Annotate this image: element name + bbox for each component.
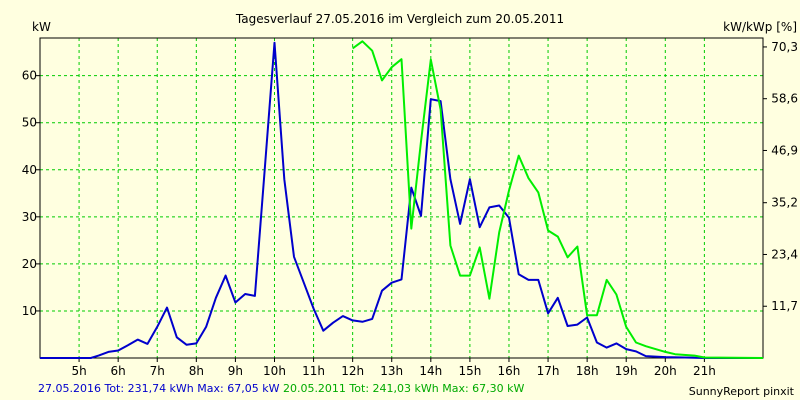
- x-tick-label: 18h: [576, 364, 599, 378]
- series-line-27.05.2016: [40, 41, 763, 359]
- x-tick-label: 11h: [302, 364, 325, 378]
- x-tick-label: 12h: [341, 364, 364, 378]
- left-tick-label: 20: [22, 257, 37, 271]
- x-tick-label: 17h: [537, 364, 560, 378]
- x-tick-label: 20h: [654, 364, 677, 378]
- right-axis-label: kW/kWp [%]: [723, 20, 797, 34]
- x-tick-label: 6h: [111, 364, 126, 378]
- x-tick-label: 19h: [615, 364, 638, 378]
- left-tick-label: 10: [22, 304, 37, 318]
- right-tick-label: 58,6: [771, 92, 798, 106]
- right-tick-label: 11,7: [771, 299, 798, 313]
- left-tick-label: 60: [22, 69, 37, 83]
- x-tick-label: 14h: [419, 364, 442, 378]
- x-tick-label: 7h: [150, 364, 165, 378]
- credit-text: SunnyReport pinxit: [688, 385, 794, 398]
- footer-summary: 27.05.2016 Tot: 231,74 kWh Max: 67,05 kW…: [38, 382, 524, 395]
- right-tick-label: 70,3: [771, 40, 798, 54]
- left-tick-label: 40: [22, 163, 37, 177]
- x-tick-label: 13h: [380, 364, 403, 378]
- left-axis-label: kW: [32, 20, 51, 34]
- plot-area: [39, 37, 764, 359]
- right-tick-label: 46,9: [771, 143, 798, 157]
- right-tick-label: 35,2: [771, 196, 798, 210]
- x-tick-label: 16h: [498, 364, 521, 378]
- x-tick-label: 5h: [71, 364, 86, 378]
- series2-summary: 20.05.2011 Tot: 241,03 kWh Max: 67,30 kW: [279, 382, 525, 395]
- x-tick-label: 10h: [263, 364, 286, 378]
- x-tick-label: 8h: [189, 364, 204, 378]
- x-tick-label: 21h: [693, 364, 716, 378]
- series1-summary: 27.05.2016 Tot: 231,74 kWh Max: 67,05 kW: [38, 382, 280, 395]
- series-line-20.05.2011: [352, 40, 764, 359]
- series-group: [40, 40, 764, 359]
- grid: [40, 38, 763, 358]
- chart-title: Tagesverlauf 27.05.2016 im Vergleich zum…: [235, 12, 564, 26]
- right-tick-label: 23,4: [771, 247, 798, 261]
- left-tick-label: 50: [22, 116, 37, 130]
- ticks: 5h 6h 7h 8h 9h 10h 11h 12h 13h 14h 15h 16h 17h 18h 19h…: [22, 40, 798, 378]
- x-tick-label: 9h: [228, 364, 243, 378]
- left-tick-label: 30: [22, 210, 37, 224]
- x-tick-label: 15h: [458, 364, 481, 378]
